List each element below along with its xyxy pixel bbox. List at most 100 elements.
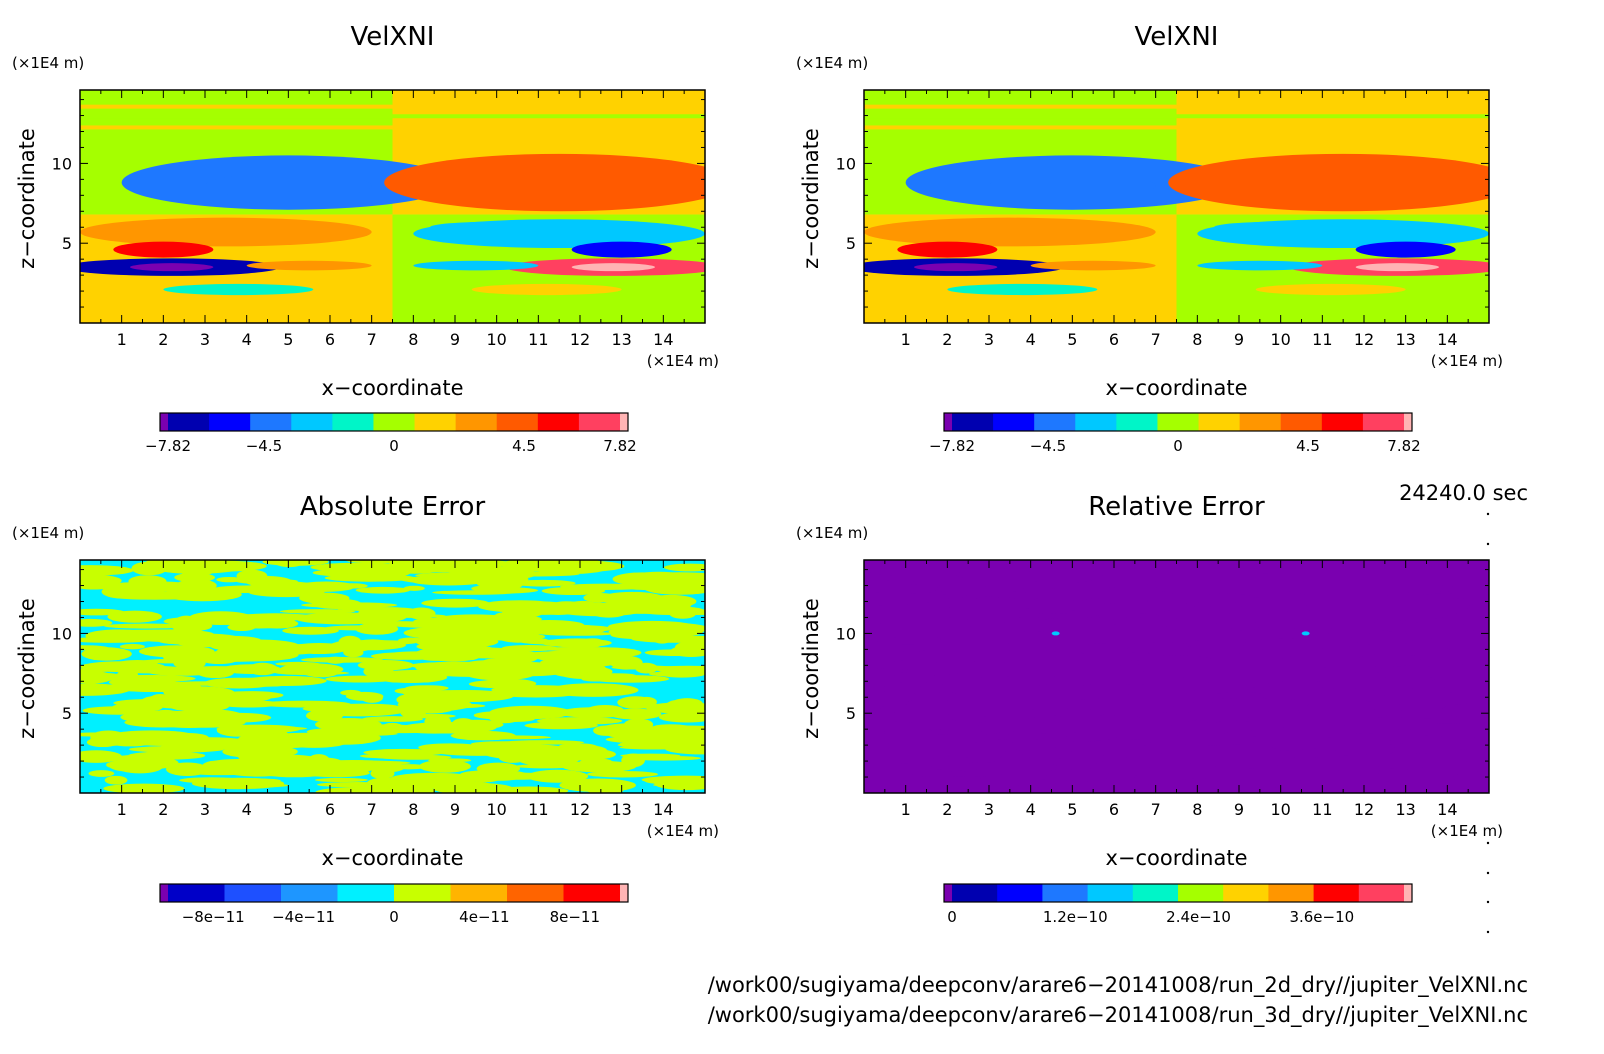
contour-region: [356, 728, 440, 734]
stripe: [864, 125, 1489, 130]
contour-region: [1155, 646, 1245, 656]
contour-region: [1415, 698, 1473, 705]
x-tick-label: 14: [1437, 330, 1457, 349]
colorbar-segment: [496, 413, 539, 431]
contour-region: [138, 645, 215, 658]
contour-region: [1214, 221, 1348, 233]
contour-region: [415, 635, 499, 649]
y-tick-label: 10: [52, 154, 72, 173]
x-tick-label: 8: [408, 330, 418, 349]
y-tick-label: 10: [836, 154, 856, 173]
margin-dot: [1486, 930, 1490, 934]
panel-2: VelXNI(×1E4 m)1 2 3 4 5 6 7 8 9 10 11 12 13 14510(×1E…: [796, 22, 1503, 455]
contour-region: [205, 172, 372, 199]
contour-region: [260, 742, 293, 754]
contour-region: [864, 661, 947, 670]
contour-region: [310, 740, 344, 746]
contour-region: [80, 670, 114, 684]
contour-region: [1243, 631, 1264, 642]
contour-region: [429, 614, 520, 627]
contour-region: [1010, 588, 1077, 593]
panel-3: Absolute Error(×1E4 m)1 2 3 4 5 6 7 8 9 10 11 12 13 1…: [12, 492, 719, 926]
x-tick-label: 5: [1067, 330, 1077, 349]
contour-region: [993, 671, 1020, 677]
colorbar: −8e−11 −4e−11 0 4e−11 8e−11: [159, 883, 629, 926]
contour-region: [913, 639, 1010, 652]
contour-region: [274, 763, 355, 776]
contour-region: [1197, 260, 1323, 271]
colorbar-label: 8e−11: [550, 908, 600, 926]
contour-region: [1357, 654, 1422, 664]
contour-region: [1199, 571, 1270, 581]
colorbar-label: 1.2e−10: [1043, 908, 1108, 926]
colorbar-label: 7.82: [1387, 437, 1420, 455]
x-tick-label: 4: [242, 330, 252, 349]
colorbar-segment: [337, 884, 395, 902]
contour-region: [1373, 617, 1403, 631]
contour-region: [1447, 584, 1489, 597]
contour-region: [103, 623, 189, 629]
colorbar-segment: [952, 884, 998, 902]
contour-region: [1003, 631, 1076, 637]
contour-region: [943, 674, 986, 688]
x-tick-label: 10: [1270, 800, 1290, 819]
x-tick-label: 12: [1354, 800, 1374, 819]
contour-region: [1254, 618, 1303, 631]
x-tick-label: 8: [1192, 330, 1202, 349]
x-axis-label: x−coordinate: [321, 846, 463, 870]
max-peak: [609, 265, 634, 270]
contour-region: [80, 645, 109, 651]
colorbar-segment: [1239, 413, 1282, 431]
y-tick-label: 5: [846, 704, 856, 723]
colorbar-segment: [1362, 413, 1405, 431]
contour-region: [674, 640, 705, 655]
contour-region: [1231, 698, 1310, 710]
contour-region: [390, 563, 413, 577]
contour-region: [1338, 563, 1381, 571]
contour-region: [920, 744, 1006, 758]
contour-region: [1453, 772, 1489, 784]
contour-region: [1255, 283, 1406, 296]
colorbar-segment: [1404, 884, 1412, 902]
contour-region: [419, 759, 471, 773]
x-tick-label: 7: [1151, 330, 1161, 349]
contour-region: [1006, 617, 1050, 629]
contour-region: [1089, 673, 1186, 685]
contour-region: [357, 659, 414, 671]
contour-region: [473, 711, 533, 720]
contour-region: [1230, 617, 1262, 631]
y-tick-label: 5: [62, 704, 72, 723]
y-tick-label: 10: [52, 624, 72, 643]
contour-region: [1208, 560, 1298, 574]
stripe: [864, 104, 1489, 109]
x-tick-label: 7: [367, 800, 377, 819]
anomaly-point: [1301, 631, 1310, 636]
colorbar-segment: [1034, 413, 1076, 431]
contour-region: [113, 241, 214, 258]
contour-region: [899, 607, 958, 618]
contour-region: [519, 637, 548, 643]
contour-region: [1113, 601, 1195, 611]
x-unit-label: (×1E4 m): [1431, 822, 1503, 840]
contour-region: [1156, 785, 1203, 793]
contour-region: [127, 631, 212, 643]
contour-region: [664, 563, 705, 572]
contour-region: [1194, 744, 1280, 759]
colorbar-label: 0: [389, 437, 399, 455]
contour-region: [487, 679, 537, 689]
x-tick-label: 14: [1437, 800, 1457, 819]
contour-region: [864, 668, 916, 673]
contour-region: [609, 708, 662, 720]
contour-region: [581, 676, 610, 682]
stripe: [864, 114, 1489, 119]
contour-region: [366, 762, 405, 773]
colorbar-frame: [943, 883, 1413, 903]
contour-region: [1286, 577, 1334, 582]
file-path-2d: /work00/sugiyama/deepconv/arare6−2014100…: [708, 973, 1528, 998]
contour-region: [146, 667, 217, 676]
x-tick-label: 12: [570, 800, 590, 819]
colorbar-segment: [1075, 413, 1117, 431]
x-tick-label: 2: [942, 330, 952, 349]
contour-region: [315, 787, 403, 793]
